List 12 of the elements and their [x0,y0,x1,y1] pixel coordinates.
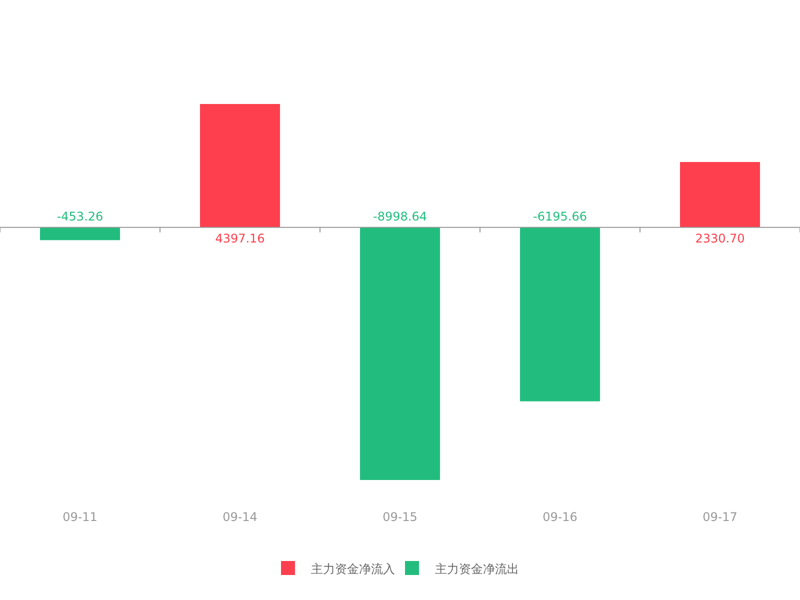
x-tick-label: 09-17 [702,510,738,524]
data-label: -6195.66 [533,209,587,224]
x-tick-label: 09-16 [542,510,578,524]
data-label: 4397.16 [215,231,265,246]
x-tick-label: 09-11 [62,510,98,524]
x-tick-label: 09-14 [222,510,258,524]
legend-label: 主力资金净流出 [435,562,519,576]
data-label: -8998.64 [373,209,427,224]
x-tick-label: 09-15 [382,510,418,524]
legend-label: 主力资金净流入 [311,562,395,576]
data-label: 2330.70 [695,231,745,246]
data-label: -453.26 [56,209,104,224]
